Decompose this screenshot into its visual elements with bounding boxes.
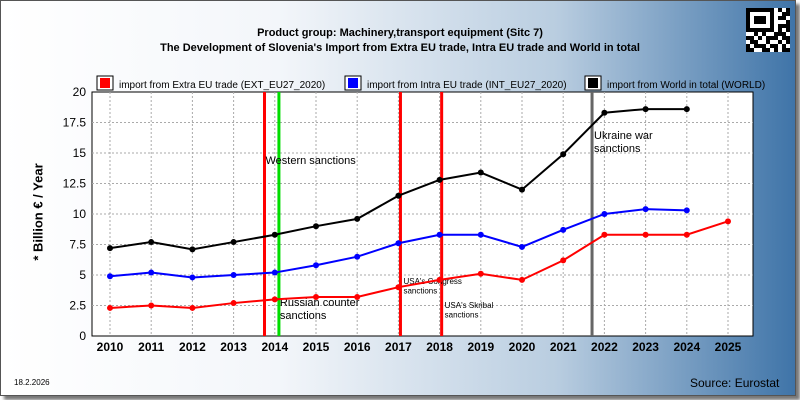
legend-swatch bbox=[588, 78, 598, 88]
x-tick-label: 2016 bbox=[344, 340, 371, 354]
legend-label: import from World in total (WORLD) bbox=[607, 80, 765, 91]
y-tick-label: 2.5 bbox=[69, 299, 86, 313]
data-point bbox=[683, 207, 690, 214]
x-tick-label: 2020 bbox=[509, 340, 536, 354]
data-point bbox=[189, 274, 196, 281]
data-point bbox=[107, 304, 113, 311]
data-point bbox=[725, 218, 731, 225]
data-point bbox=[313, 223, 319, 230]
x-tick-label: 2012 bbox=[179, 340, 206, 354]
y-tick-label: 15 bbox=[73, 146, 87, 160]
data-point bbox=[354, 293, 361, 300]
legend-swatch bbox=[100, 78, 110, 88]
data-point bbox=[107, 273, 113, 280]
event-line bbox=[590, 92, 594, 336]
data-point bbox=[642, 106, 649, 113]
data-point bbox=[601, 211, 608, 217]
data-point bbox=[395, 240, 402, 247]
x-tick-label: 2013 bbox=[220, 340, 247, 354]
data-point bbox=[395, 192, 402, 199]
data-point bbox=[519, 186, 525, 193]
y-tick-label: 20 bbox=[73, 85, 87, 99]
plot-area: 0 2.5 5 7.5 10 12.5 15 17.5 20 2010 2011 2012 2013 20… bbox=[63, 85, 754, 354]
x-tick-label: 2014 bbox=[261, 340, 288, 354]
date-stamp: 18.2.2026 bbox=[14, 378, 50, 387]
event-label: Ukraine war sanctions bbox=[594, 130, 653, 155]
x-tick-label: 2010 bbox=[97, 340, 124, 354]
data-point bbox=[560, 226, 567, 233]
x-tick-label: 2021 bbox=[550, 340, 577, 354]
y-tick-label: 7.5 bbox=[69, 238, 86, 252]
y-tick-label: 0 bbox=[79, 329, 86, 343]
data-point bbox=[230, 272, 237, 278]
data-point bbox=[271, 231, 278, 238]
data-point bbox=[519, 243, 525, 250]
data-point bbox=[230, 239, 237, 246]
x-tick-label: 2019 bbox=[467, 340, 494, 354]
data-point bbox=[601, 109, 608, 116]
data-point bbox=[642, 231, 649, 238]
x-tick-label: 2011 bbox=[138, 340, 164, 354]
data-point bbox=[477, 270, 484, 277]
series-line bbox=[109, 220, 729, 309]
data-point bbox=[148, 269, 155, 276]
data-point bbox=[354, 215, 361, 222]
legend-label: import from Extra EU trade (EXT_EU27_202… bbox=[119, 80, 325, 91]
x-tick-label: 2018 bbox=[426, 340, 453, 354]
x-tick-label: 2022 bbox=[591, 340, 618, 354]
data-point bbox=[395, 284, 402, 291]
qr-code-icon bbox=[746, 8, 790, 52]
legend-swatch bbox=[348, 78, 358, 88]
data-point bbox=[560, 151, 567, 158]
data-point bbox=[642, 206, 649, 213]
data-point bbox=[683, 231, 690, 238]
data-point bbox=[436, 276, 443, 283]
legend: import from Extra EU trade (EXT_EU27_202… bbox=[96, 75, 765, 91]
data-point bbox=[189, 246, 196, 253]
data-point bbox=[230, 300, 237, 307]
legend-label: import from Intra EU trade (INT_EU27_202… bbox=[367, 80, 567, 91]
event-line bbox=[398, 92, 402, 336]
x-tick-label: 2025 bbox=[715, 340, 742, 354]
event-label: Western sanctions bbox=[266, 155, 357, 167]
y-tick-label: 10 bbox=[73, 207, 87, 221]
event-line bbox=[277, 92, 281, 336]
source-note: Source: Eurostat bbox=[690, 376, 780, 390]
x-tick-label: 2017 bbox=[385, 340, 412, 354]
chart-title: Product group: Machinery,transport equip… bbox=[257, 27, 543, 39]
data-point bbox=[354, 253, 361, 260]
event-label: USA's Skribal sanctions bbox=[445, 301, 494, 320]
data-point bbox=[313, 262, 319, 269]
data-point bbox=[436, 176, 443, 183]
data-point bbox=[477, 231, 484, 238]
data-point bbox=[560, 257, 567, 264]
data-point bbox=[148, 302, 155, 309]
data-point bbox=[436, 231, 443, 238]
x-tick-label: 2023 bbox=[632, 340, 659, 354]
y-tick-label: 12.5 bbox=[63, 177, 87, 191]
event-line bbox=[440, 92, 444, 336]
y-tick-label: 5 bbox=[79, 268, 86, 282]
data-point bbox=[271, 296, 278, 303]
y-tick-label: 17.5 bbox=[63, 116, 87, 130]
x-tick-label: 2015 bbox=[303, 340, 330, 354]
event-label: Russian counter sanctions bbox=[280, 297, 360, 322]
event-line bbox=[263, 92, 266, 336]
data-point bbox=[107, 245, 113, 252]
data-point bbox=[601, 231, 608, 238]
data-point bbox=[148, 239, 155, 246]
data-point bbox=[271, 269, 278, 276]
data-point bbox=[683, 106, 690, 113]
data-point bbox=[519, 276, 525, 283]
data-point bbox=[189, 304, 196, 311]
data-point bbox=[313, 293, 319, 300]
x-tick-label: 2024 bbox=[673, 340, 700, 354]
data-point bbox=[477, 169, 484, 176]
chart-subtitle: The Development of Slovenia's Import fro… bbox=[160, 42, 640, 54]
